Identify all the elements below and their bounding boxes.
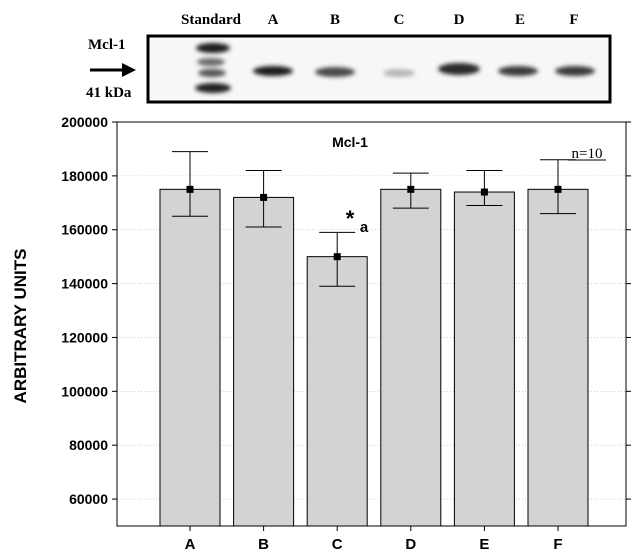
mean-marker-d bbox=[407, 185, 415, 193]
y-tick-label: 140000 bbox=[61, 276, 108, 292]
blot-band-c bbox=[383, 69, 415, 77]
x-tick-label-f: F bbox=[553, 536, 562, 551]
bar-b bbox=[233, 196, 295, 527]
blot-band-standard-bottom bbox=[195, 83, 231, 93]
arrow-icon bbox=[90, 63, 136, 77]
blot-lane-label-a: A bbox=[268, 12, 279, 28]
error-bars bbox=[172, 151, 576, 287]
mean-marker-a bbox=[186, 185, 194, 193]
bar-chart: 60000 80000 100000 120000 140000 160000 180000… bbox=[11, 114, 631, 551]
blot-band-b bbox=[315, 67, 355, 77]
blot-lane-label-e: E bbox=[515, 12, 525, 28]
mean-marker-f bbox=[554, 185, 562, 193]
x-tick-label-b: B bbox=[258, 536, 269, 551]
blot-band-e bbox=[498, 66, 538, 76]
y-axis-ticks: 60000 80000 100000 120000 140000 160000 180000… bbox=[61, 114, 631, 507]
blot-size-label: 41 kDa bbox=[86, 85, 132, 101]
x-tick-label-c: C bbox=[332, 536, 343, 551]
x-tick-label-d: D bbox=[405, 536, 416, 551]
plot-frame bbox=[116, 121, 627, 527]
x-tick-label-a: A bbox=[185, 536, 196, 551]
mean-marker-b bbox=[260, 193, 268, 201]
x-axis-ticks: A B C D E F bbox=[185, 526, 563, 551]
chart-title: Mcl-1 bbox=[332, 134, 368, 150]
blot-band-a bbox=[253, 66, 293, 76]
blot-lane-label-b: B bbox=[330, 12, 340, 28]
significance-letter: a bbox=[360, 219, 369, 236]
blot-lane-label-f: F bbox=[569, 12, 578, 28]
bar-e bbox=[453, 191, 515, 527]
mean-markers bbox=[186, 185, 562, 261]
y-tick-label: 60000 bbox=[69, 491, 108, 507]
significance-star: * bbox=[346, 206, 355, 231]
bars bbox=[159, 188, 589, 527]
y-axis-label: ARBITRARY UNITS bbox=[11, 249, 30, 404]
y-tick-label: 160000 bbox=[61, 222, 108, 238]
bar-f bbox=[527, 188, 589, 527]
y-tick-label: 180000 bbox=[61, 168, 108, 184]
n-annotation: n=10 bbox=[572, 146, 603, 162]
blot-band-standard-mid1 bbox=[197, 58, 225, 66]
y-tick-label: 100000 bbox=[61, 383, 108, 399]
blot-band-d bbox=[438, 63, 480, 75]
blot-bands bbox=[195, 43, 595, 93]
mean-marker-c bbox=[333, 253, 341, 261]
bar-a bbox=[159, 188, 221, 527]
x-tick-label-e: E bbox=[479, 536, 489, 551]
mean-marker-e bbox=[480, 188, 488, 196]
y-tick-label: 80000 bbox=[69, 437, 108, 453]
blot-band-f bbox=[555, 66, 595, 76]
bar-d bbox=[380, 188, 442, 527]
blot-protein-label: Mcl-1 bbox=[88, 37, 125, 53]
bar-c bbox=[306, 256, 368, 527]
y-tick-label: 120000 bbox=[61, 329, 108, 345]
blot-panel: Standard A B C D E F Mcl-1 41 kDa bbox=[86, 12, 612, 104]
y-tick-label: 200000 bbox=[61, 114, 108, 130]
blot-lane-label-d: D bbox=[454, 12, 465, 28]
blot-lane-label-c: C bbox=[394, 12, 405, 28]
blot-lane-label-standard: Standard bbox=[181, 12, 242, 28]
significance-marker: * a bbox=[346, 206, 369, 236]
blot-band-standard-mid2 bbox=[198, 69, 226, 77]
blot-band-standard-top bbox=[196, 43, 230, 53]
